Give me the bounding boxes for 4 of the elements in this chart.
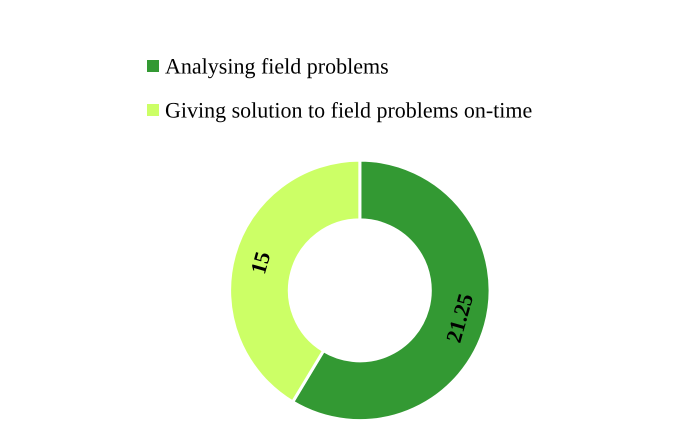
legend-label: Analysing field problems (165, 54, 389, 78)
data-label: 15 (245, 248, 276, 277)
legend-label: Giving solution to field problems on-time (165, 98, 532, 122)
data-label: 21.25 (440, 290, 478, 346)
